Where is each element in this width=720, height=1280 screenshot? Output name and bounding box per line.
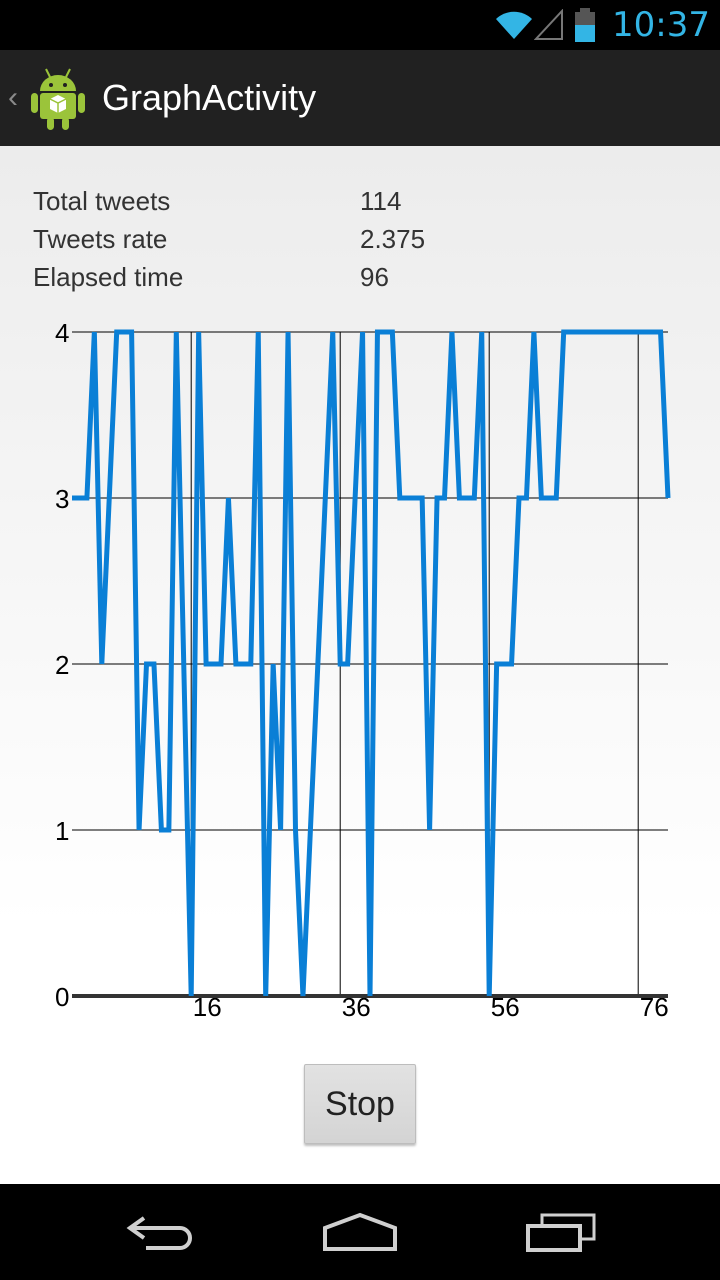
status-clock: 10:37: [612, 5, 710, 45]
home-button[interactable]: [280, 1184, 440, 1280]
series-line: [72, 329, 671, 997]
recent-apps-button[interactable]: [482, 1184, 642, 1280]
stat-label: Tweets rate: [33, 223, 168, 254]
up-caret-icon[interactable]: ‹: [8, 81, 18, 114]
signal-icon: [534, 9, 564, 40]
wifi-icon: [496, 11, 533, 39]
stats-table: Total tweets 114 Tweets rate 2.375 Elaps…: [33, 182, 425, 296]
stat-row-tweets-rate: Tweets rate 2.375: [33, 220, 425, 258]
back-icon: [126, 1216, 192, 1250]
battery-icon: [575, 8, 596, 42]
stat-value: 114: [360, 185, 402, 216]
status-bar: 10:37: [0, 0, 720, 50]
stop-button[interactable]: Stop: [304, 1064, 416, 1144]
android-app-icon[interactable]: [28, 65, 88, 131]
y-tick-label: 2: [55, 650, 69, 680]
main-content: Total tweets 114 Tweets rate 2.375 Elaps…: [0, 146, 720, 1184]
status-icons: 10:37: [494, 0, 710, 50]
navigation-bar: [0, 1184, 720, 1280]
back-button[interactable]: [80, 1184, 240, 1280]
y-tick-label: 1: [55, 816, 69, 846]
y-tick-label: 3: [55, 484, 69, 514]
stat-value: 96: [360, 261, 389, 292]
y-tick-label: 4: [55, 318, 69, 348]
stat-label: Elapsed time: [33, 261, 184, 292]
stat-row-total-tweets: Total tweets 114: [33, 182, 425, 220]
home-icon: [323, 1212, 397, 1251]
stat-label: Total tweets: [33, 185, 171, 216]
y-tick-label: 0: [55, 982, 69, 1012]
recent-apps-icon: [526, 1213, 596, 1252]
stat-value: 2.375: [360, 223, 426, 254]
page-title: GraphActivity: [102, 77, 317, 118]
action-bar: ‹ GraphActivity: [0, 50, 720, 146]
stat-row-elapsed-time: Elapsed time 96: [33, 258, 425, 296]
